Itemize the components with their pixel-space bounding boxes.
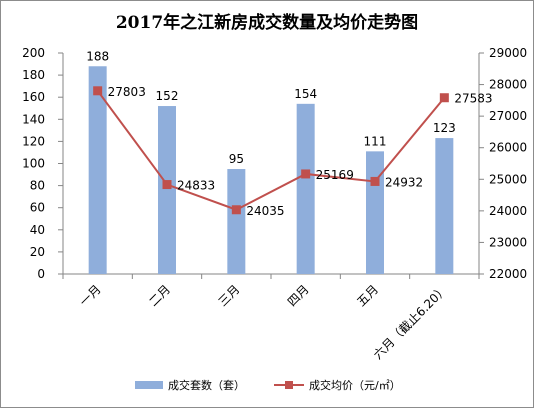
- y-right-tick-label: 24000: [489, 204, 527, 218]
- legend-label-bar: 成交套数（套）: [168, 378, 245, 392]
- bar: [158, 106, 176, 274]
- y-right-tick-label: 29000: [489, 46, 527, 60]
- y-right-tick-label: 23000: [489, 235, 527, 249]
- bar: [88, 66, 107, 274]
- bar-value-label: 154: [294, 87, 317, 101]
- legend-label-line: 成交均价（元/㎡）: [309, 378, 401, 392]
- bar-value-label: 188: [86, 49, 109, 63]
- line-marker: [439, 93, 449, 103]
- line-marker: [370, 176, 380, 186]
- line-value-label: 24932: [385, 175, 423, 189]
- y-left-tick-label: 60: [30, 201, 45, 215]
- bar: [227, 169, 246, 274]
- y-left-tick-label: 140: [22, 112, 45, 126]
- x-tick-label: 二月: [146, 282, 173, 309]
- bar-value-label: 111: [364, 134, 387, 148]
- x-tick-label: 五月: [354, 282, 381, 309]
- y-right-tick-label: 22000: [489, 267, 527, 281]
- legend: 成交套数（套） 成交均价（元/㎡）: [135, 378, 401, 392]
- legend-swatch-marker: [285, 381, 293, 389]
- bar-value-label: 152: [156, 89, 179, 103]
- y-left-tick-label: 0: [37, 267, 45, 281]
- y-right-tick-label: 28000: [489, 78, 527, 92]
- y-left-tick-label: 160: [22, 90, 45, 104]
- price-line: [96, 90, 446, 211]
- legend-swatch-bar: [135, 381, 163, 389]
- y-left-tick-label: 180: [22, 68, 45, 82]
- x-tick-label: 一月: [77, 282, 104, 309]
- y-right-tick-label: 25000: [489, 172, 527, 186]
- data-labels: 188 152 95 154 111 123 27803 24833 24035 25169 249…: [86, 49, 492, 217]
- y-left-tick-label: 120: [22, 134, 45, 148]
- y-left-tick-label: 100: [22, 157, 45, 171]
- x-tick-label: 六月（截止6.20）: [371, 282, 451, 362]
- x-tick-label: 三月: [216, 282, 243, 309]
- line-series: [93, 86, 449, 215]
- bar-value-label: 95: [229, 152, 244, 166]
- y-left-tick-label: 80: [30, 179, 45, 193]
- bar-value-label: 123: [433, 121, 456, 135]
- x-tick-label: 四月: [285, 282, 312, 309]
- y-right-tick-label: 26000: [489, 141, 527, 155]
- line-value-label: 27583: [454, 92, 492, 106]
- y-left-tick-label: 200: [22, 46, 45, 60]
- bar: [296, 103, 315, 274]
- line-value-label: 25169: [316, 168, 354, 182]
- line-value-label: 27803: [108, 85, 146, 99]
- bar-series: [88, 66, 454, 274]
- line-marker: [162, 180, 172, 190]
- y-right-tick-label: 27000: [489, 109, 527, 123]
- line-marker: [93, 86, 103, 96]
- line-marker: [231, 205, 241, 215]
- bar: [435, 138, 454, 274]
- line-value-label: 24035: [246, 204, 284, 218]
- y-left-tick-label: 40: [30, 223, 45, 237]
- chart-title: 2017年之江新房成交数量及均价走势图: [116, 12, 418, 33]
- bar: [366, 151, 384, 274]
- line-value-label: 24833: [177, 179, 215, 193]
- line-marker: [301, 169, 311, 179]
- y-left-tick-label: 20: [30, 245, 45, 259]
